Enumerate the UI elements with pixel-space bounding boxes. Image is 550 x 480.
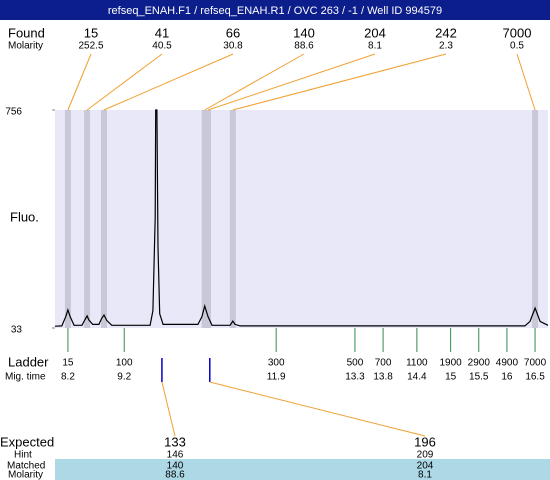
expected-size: 133 [164,434,186,449]
matched: 204 [417,461,434,472]
ladder-label: Ladder [8,354,49,369]
peak-band [229,110,236,328]
expected-size: 196 [414,434,436,449]
molarity-label: Molarity [8,470,43,480]
ladder-size: 1100 [406,358,428,369]
found-connector [103,53,234,111]
mig-time: 11.9 [267,372,286,383]
expected-connector [161,381,176,437]
mig-time: 15.5 [469,372,489,383]
mig-time: 16 [501,372,513,383]
found-size: 242 [435,25,457,40]
found-molarity: 88.6 [294,41,314,52]
expected-molarity: 8.1 [418,470,432,480]
ladder-size: 2900 [468,358,491,369]
ladder-size: 15 [62,358,74,369]
found-size: 204 [364,25,386,40]
hint-label: Hint [14,450,32,461]
title-bar [0,0,550,20]
peak-band [64,110,71,328]
mig-time: 16.5 [525,372,545,383]
found-size: 15 [84,25,98,40]
found-molarity: 0.5 [510,41,524,52]
expected-molarity: 88.6 [165,470,185,480]
y-axis-label: Fluo. [10,209,39,224]
expected-label: Expected [0,434,54,449]
mig-time: 14.4 [407,372,427,383]
y-tick-label: 756 [5,107,22,118]
found-label: Found [8,25,45,40]
peak-band [84,110,91,328]
plot-area [55,110,548,328]
ladder-size: 1900 [440,358,463,369]
found-connector [204,53,305,111]
molarity-label: Molarity [8,41,43,52]
peak-band [532,110,539,328]
mig-time: 13.8 [373,372,393,383]
found-connector [67,53,92,111]
ladder-size: 700 [375,358,392,369]
matched-label: Matched [7,461,45,472]
mig-time-label: Mig. time [5,372,46,383]
ladder-size: 7000 [524,358,547,369]
y-tick-label: 33 [11,325,23,336]
ladder-size: 100 [116,358,133,369]
found-molarity: 8.1 [368,41,382,52]
hint: 146 [167,450,184,461]
found-molarity: 40.5 [152,41,172,52]
found-size: 140 [293,25,315,40]
found-connector [232,53,447,111]
ladder-size: 4900 [496,358,519,369]
mig-time: 15 [445,372,457,383]
mig-time: 8.2 [61,372,75,383]
mig-time: 9.2 [117,372,131,383]
expected-connector [209,381,426,437]
matched: 140 [167,461,184,472]
found-molarity: 252.5 [78,41,103,52]
ladder-size: 300 [268,358,285,369]
matched-band [55,459,550,480]
found-size: 41 [155,25,169,40]
peak-band [205,110,212,328]
ladder-size: 500 [347,358,364,369]
trace [54,109,549,327]
found-connector [86,53,163,111]
peak-band [100,110,107,328]
found-molarity: 2.3 [439,41,453,52]
chart-title: refseq_ENAH.F1 / refseq_ENAH.R1 / OVC 26… [108,5,442,17]
found-molarity: 30.8 [223,41,243,52]
found-size: 7000 [503,25,532,40]
found-connector [207,53,376,111]
hint: 209 [417,450,434,461]
mig-time: 13.3 [345,372,365,383]
found-size: 66 [226,25,240,40]
peak-band [201,110,208,328]
found-connector [516,53,536,111]
